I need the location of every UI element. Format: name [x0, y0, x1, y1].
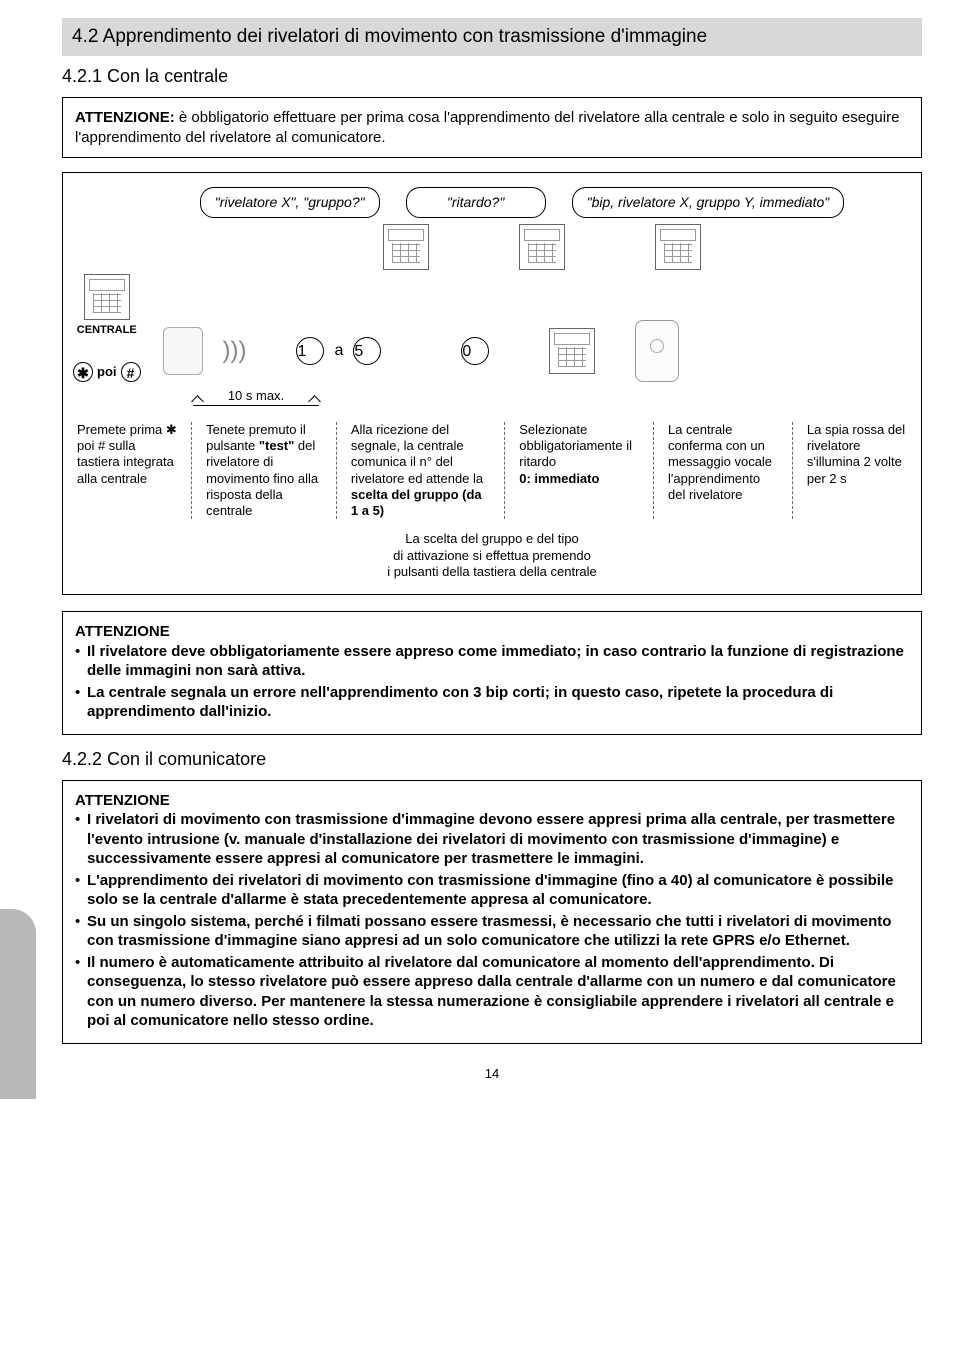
- ten-seconds-label: 10 s max.: [193, 388, 319, 406]
- keypad-icon: [383, 224, 429, 270]
- attention-box-3: ATTENZIONE I rivelatori di movimento con…: [62, 780, 922, 1044]
- attention-bullet: Il rivelatore deve obbligatoriamente ess…: [75, 642, 909, 681]
- hash-key: #: [121, 362, 141, 382]
- star-key: ✱: [73, 362, 93, 382]
- motion-sensor-icon: [635, 320, 679, 382]
- speech-bubble-3: "bip, rivelatore X, gruppo Y, immediato": [572, 187, 845, 218]
- attention-bullet: La centrale segnala un errore nell'appre…: [75, 683, 909, 722]
- centrale-label: CENTRALE: [73, 324, 141, 336]
- step-1: Premete prima ✱ poi # sulla tastiera int…: [73, 422, 181, 487]
- side-tab: [0, 909, 36, 1099]
- speech-bubble-1: "rivelatore X", "gruppo?": [200, 187, 380, 218]
- key-5: 5: [353, 337, 381, 365]
- attention-label: ATTENZIONE:: [75, 109, 175, 126]
- step-4: Selezionate obbligatoriamente il ritardo…: [515, 422, 643, 487]
- keypad-icon: [84, 274, 130, 320]
- poi-label: poi: [97, 364, 117, 379]
- procedure-diagram: "rivelatore X", "gruppo?" "ritardo?" "bi…: [62, 172, 922, 595]
- page-number: 14: [62, 1066, 922, 1081]
- attention-box-1: ATTENZIONE: è obbligatorio effettuare pe…: [62, 97, 922, 158]
- centrale-block: CENTRALE ✱ poi #: [73, 274, 141, 382]
- attention-bullet: L'apprendimento dei rivelatori di movime…: [75, 871, 909, 910]
- step-6: La spia rossa del rivelatore s'illumina …: [803, 422, 911, 487]
- key-0: 0: [461, 337, 489, 365]
- attention-bullet: Su un singolo sistema, perché i filmati …: [75, 912, 909, 951]
- subsection-421: 4.2.1 Con la centrale: [62, 66, 922, 87]
- attention-bullet: I rivelatori di movimento con trasmissio…: [75, 810, 909, 869]
- attention-text: è obbligatorio effettuare per prima cosa…: [75, 109, 899, 146]
- attention-header: ATTENZIONE: [75, 622, 909, 642]
- section-title: 4.2 Apprendimento dei rivelatori di movi…: [62, 18, 922, 56]
- subsection-422: 4.2.2 Con il comunicatore: [62, 749, 922, 770]
- center-note: La scelta del gruppo e del tipo di attiv…: [73, 531, 911, 580]
- keypad-icon: [519, 224, 565, 270]
- attention-header: ATTENZIONE: [75, 791, 909, 811]
- key-1: 1: [296, 337, 324, 365]
- step-2: Tenete premuto il pulsante "test" del ri…: [202, 422, 326, 520]
- radio-waves-icon: ))): [223, 337, 247, 365]
- key-a-label: a: [334, 342, 343, 360]
- step-5: La centrale conferma con un messaggio vo…: [664, 422, 782, 503]
- keypad-icon: [549, 328, 595, 374]
- step-3: Alla ricezione del segnale, la centrale …: [347, 422, 494, 520]
- attention-box-2: ATTENZIONE Il rivelatore deve obbligator…: [62, 611, 922, 735]
- attention-bullet: Il numero è automaticamente attribuito a…: [75, 953, 909, 1031]
- keypad-icon: [655, 224, 701, 270]
- speech-bubble-2: "ritardo?": [406, 187, 546, 218]
- finger-press-icon: [163, 327, 203, 375]
